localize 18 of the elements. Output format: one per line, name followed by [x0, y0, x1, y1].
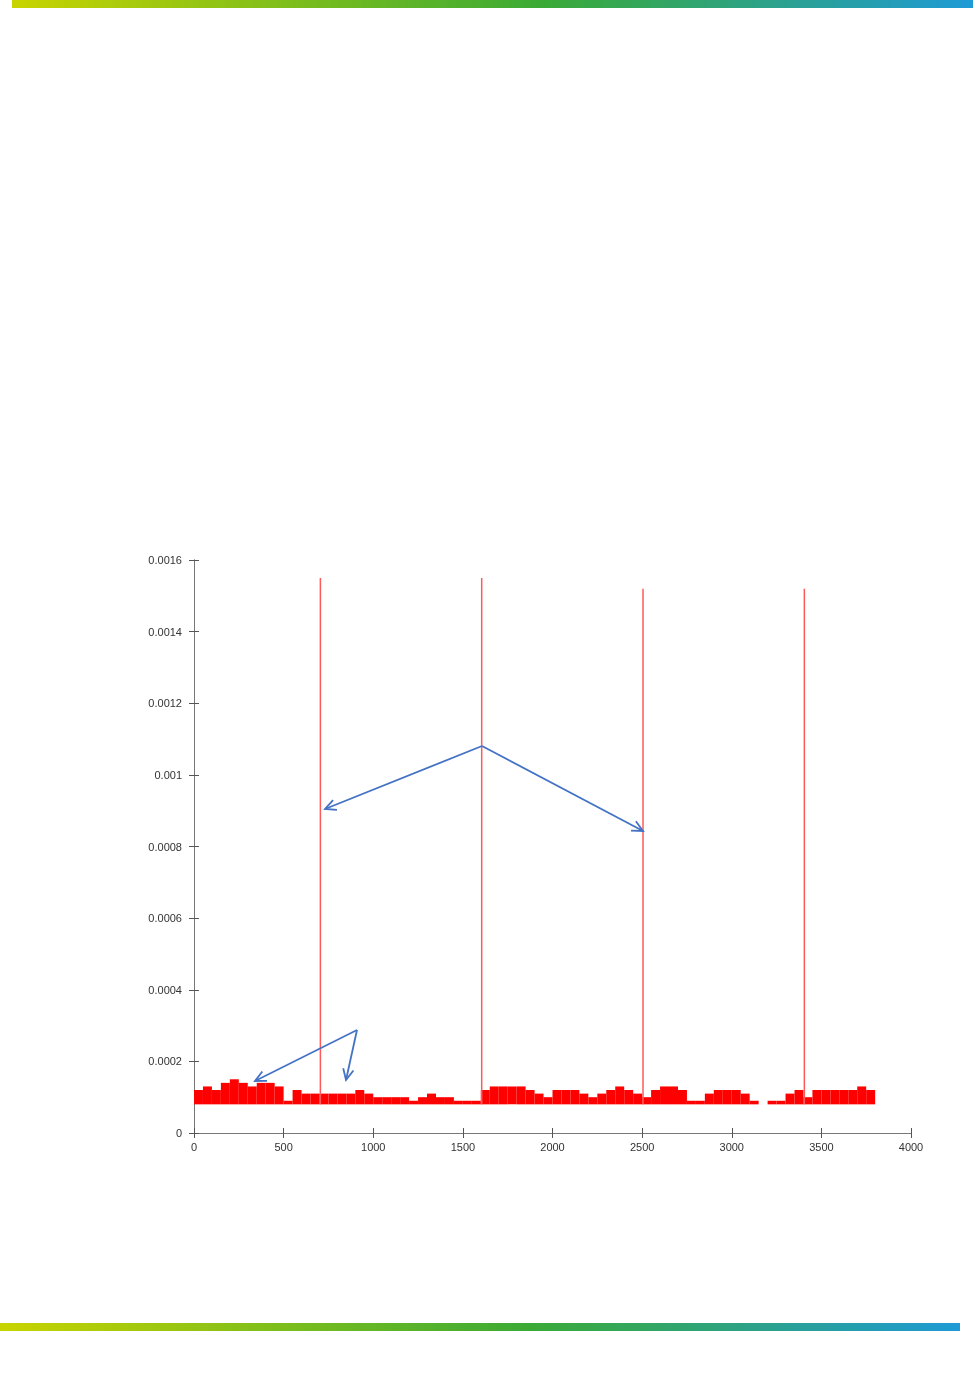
y-tick-label: 0.001 — [154, 768, 182, 781]
x-tick-label: 3500 — [809, 1140, 834, 1153]
y-tick-label: 0.0008 — [148, 840, 182, 853]
x-tick-label: 2000 — [540, 1140, 565, 1153]
y-tick-label: 0 — [175, 1127, 182, 1139]
x-tick-label: 3000 — [719, 1140, 744, 1153]
x-tick-label: 1000 — [361, 1140, 386, 1153]
x-tick-label: 1500 — [450, 1140, 476, 1153]
y-tick-label: 0.0006 — [148, 912, 182, 925]
y-tick-label: 0.0014 — [148, 625, 182, 638]
x-tick-label: 500 — [274, 1140, 293, 1153]
y-tick-label: 0.0012 — [148, 697, 182, 710]
y-tick-label: 0.0016 — [148, 554, 182, 566]
y-tick-label: 0.0002 — [148, 1055, 182, 1068]
x-tick-label: 0 — [190, 1140, 198, 1153]
x-tick-label: 4000 — [898, 1140, 924, 1153]
y-tick-label: 0.0004 — [148, 983, 182, 996]
x-tick-label: 2500 — [629, 1140, 655, 1153]
